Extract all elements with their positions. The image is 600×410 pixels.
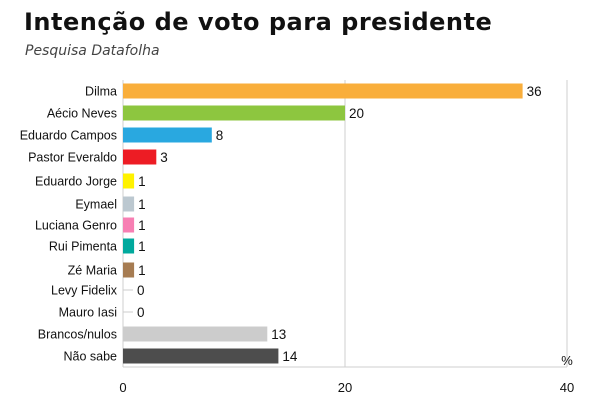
x-tick-label: 20: [338, 380, 352, 395]
category-label: Rui Pimenta: [49, 240, 117, 254]
chart-title: Intenção de voto para presidente: [24, 8, 493, 36]
bar: [123, 127, 212, 143]
bar: [123, 348, 279, 364]
data-label: 0: [137, 305, 145, 320]
bar: [123, 217, 135, 233]
data-label: 1: [138, 174, 146, 189]
data-label: 20: [349, 106, 364, 121]
category-label: Brancos/nulos: [38, 328, 117, 342]
category-label: Eduardo Campos: [20, 129, 117, 143]
bar: [123, 262, 135, 278]
category-label: Eymael: [75, 198, 117, 212]
bar: [123, 173, 135, 189]
category-label: Luciana Genro: [35, 219, 117, 233]
data-label: 3: [160, 150, 168, 165]
data-label: 1: [138, 197, 146, 212]
data-label: 36: [527, 84, 542, 99]
category-label: Eduardo Jorge: [35, 175, 117, 189]
x-tick-label: 40: [560, 380, 574, 395]
bar: [123, 326, 268, 342]
unit-label: %: [561, 353, 573, 368]
bar: [123, 196, 135, 212]
bar: [123, 83, 523, 99]
data-label: 14: [282, 349, 298, 364]
data-label: 0: [137, 283, 145, 298]
bar: [123, 238, 135, 254]
data-label: 1: [138, 239, 146, 254]
category-label: Pastor Everaldo: [28, 151, 117, 165]
data-label: 1: [138, 218, 146, 233]
category-label: Aécio Neves: [47, 107, 117, 121]
chart-subtitle: Pesquisa Datafolha: [25, 43, 160, 59]
category-label: Não sabe: [63, 350, 117, 364]
category-label: Levy Fidelix: [51, 284, 118, 298]
data-label: 8: [216, 128, 224, 143]
category-label: Zé Maria: [68, 264, 117, 278]
x-tick-label: 0: [119, 380, 126, 395]
bar: [123, 149, 157, 165]
bar: [123, 105, 345, 121]
category-label: Mauro Iasi: [59, 306, 117, 320]
data-label: 1: [138, 263, 146, 278]
data-label: 13: [271, 327, 286, 342]
category-label: Dilma: [85, 85, 117, 99]
